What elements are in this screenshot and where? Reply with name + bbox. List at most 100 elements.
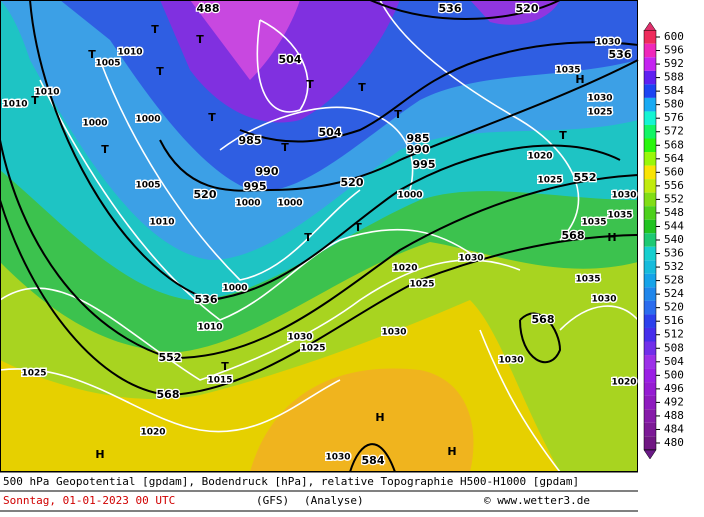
geopotential-label: 568 bbox=[157, 388, 180, 401]
isobar-label: 1025 bbox=[300, 344, 325, 354]
geopotential-label: 985 bbox=[407, 132, 430, 145]
pressure-center: T bbox=[208, 111, 216, 124]
legend-color bbox=[644, 395, 656, 410]
isobar-label: 1035 bbox=[555, 66, 580, 76]
pressure-center: T bbox=[358, 81, 366, 94]
geopotential-label: 995 bbox=[413, 158, 436, 171]
legend-color bbox=[644, 30, 656, 44]
pressure-center: T bbox=[31, 94, 39, 107]
isobar-label: 1030 bbox=[287, 333, 312, 343]
legend-color bbox=[644, 206, 656, 220]
isobars bbox=[0, 0, 580, 473]
legend-label: 536 bbox=[664, 247, 684, 260]
legend-label: 572 bbox=[664, 125, 684, 138]
geopotential-label: 520 bbox=[194, 188, 217, 201]
geopotential-label: 536 bbox=[609, 48, 632, 61]
legend-label: 480 bbox=[664, 436, 684, 449]
legend-color bbox=[644, 124, 656, 139]
legend-color bbox=[644, 165, 656, 180]
geopotential-label: 990 bbox=[256, 165, 279, 178]
map-labels: 488 520 536 536 504 504 520 520 552 568 536 552 568 5… bbox=[1, 1, 638, 469]
geopotential-label: 985 bbox=[239, 134, 262, 147]
isobar-label: 1025 bbox=[21, 369, 46, 379]
legend-color bbox=[644, 368, 656, 383]
geopotential-label: 568 bbox=[562, 229, 585, 242]
legend-label: 568 bbox=[664, 138, 684, 151]
geopotential-label: 584 bbox=[362, 454, 385, 467]
geopotential-label: 488 bbox=[197, 2, 220, 15]
geopotential-label: 568 bbox=[532, 313, 555, 326]
isobar-label: 1000 bbox=[277, 199, 302, 209]
legend-label: 560 bbox=[664, 165, 684, 178]
isobar-label: 1005 bbox=[95, 59, 120, 69]
pressure-center: H bbox=[447, 445, 456, 458]
geopotential-label: 552 bbox=[159, 351, 182, 364]
legend-color bbox=[644, 327, 656, 342]
isobar-label: 1010 bbox=[149, 218, 174, 228]
legend-label: 516 bbox=[664, 314, 684, 327]
legend-color bbox=[644, 192, 656, 207]
isobar-label: 1020 bbox=[527, 152, 552, 162]
pressure-center: T bbox=[221, 360, 229, 373]
footer-model: (GFS) bbox=[256, 494, 289, 507]
pressure-center: T bbox=[88, 48, 96, 61]
pressure-center: T bbox=[101, 143, 109, 156]
isobar-label: 1020 bbox=[611, 378, 636, 388]
geopotential-label: 504 bbox=[279, 53, 302, 66]
isobar-label: 1025 bbox=[409, 280, 434, 290]
legend-label: 492 bbox=[664, 395, 684, 408]
isobar-label: 1030 bbox=[595, 38, 620, 48]
geopotential-lines bbox=[0, 0, 639, 473]
legend-label: 584 bbox=[664, 84, 684, 97]
legend-color bbox=[644, 436, 656, 450]
isobar-label: 1025 bbox=[537, 176, 562, 186]
geopotential-label: 504 bbox=[319, 126, 342, 139]
isobar-label: 1005 bbox=[135, 181, 160, 191]
isobar-label: 1015 bbox=[207, 376, 232, 386]
legend-color bbox=[644, 300, 656, 315]
legend-color bbox=[644, 43, 656, 58]
legend-color bbox=[644, 111, 656, 125]
map-border bbox=[0, 0, 638, 512]
isobar-label: 1010 bbox=[34, 88, 59, 98]
isobar-label: 1010 bbox=[2, 100, 27, 110]
isobar-label: 1010 bbox=[197, 323, 222, 333]
legend-label: 524 bbox=[664, 287, 684, 300]
legend-label: 556 bbox=[664, 179, 684, 192]
legend-color bbox=[644, 422, 656, 437]
legend-color bbox=[644, 341, 656, 356]
legend-color bbox=[644, 287, 656, 301]
isobar-label: 1030 bbox=[587, 94, 612, 104]
isobar-label: 1020 bbox=[392, 264, 417, 274]
pressure-center: T bbox=[151, 23, 159, 36]
legend-color bbox=[644, 84, 656, 98]
isobar-label: 1000 bbox=[135, 115, 160, 125]
legend-color bbox=[644, 314, 656, 328]
isobar-label: 1000 bbox=[82, 119, 107, 129]
pressure-center: H bbox=[95, 448, 104, 461]
isobar-label: 1030 bbox=[325, 453, 350, 463]
legend-label: 532 bbox=[664, 260, 684, 273]
geopotential-label: 995 bbox=[244, 180, 267, 193]
legend-label: 548 bbox=[664, 206, 684, 219]
legend-label: 576 bbox=[664, 111, 684, 124]
isobar-label: 1000 bbox=[222, 284, 247, 294]
legend-color bbox=[644, 273, 656, 288]
legend-color bbox=[644, 382, 656, 396]
legend-color bbox=[644, 260, 656, 274]
isobar-label: 1035 bbox=[607, 211, 632, 221]
isobar-label: 1020 bbox=[140, 428, 165, 438]
footer-date: Sonntag, 01-01-2023 00 UTC bbox=[3, 494, 175, 507]
legend-label: 596 bbox=[664, 44, 684, 57]
geopotential-label: 990 bbox=[407, 143, 430, 156]
footer-copyright: © www.wetter3.de bbox=[484, 494, 590, 507]
isobar-label: 1030 bbox=[611, 191, 636, 201]
legend-color bbox=[644, 97, 656, 112]
geopotential-label: 536 bbox=[195, 293, 218, 306]
isobar-label: 1030 bbox=[591, 295, 616, 305]
pressure-center: T bbox=[156, 65, 164, 78]
footer-run: (Analyse) bbox=[304, 494, 364, 507]
pressure-center: T bbox=[354, 221, 362, 234]
legend-color bbox=[644, 233, 656, 247]
